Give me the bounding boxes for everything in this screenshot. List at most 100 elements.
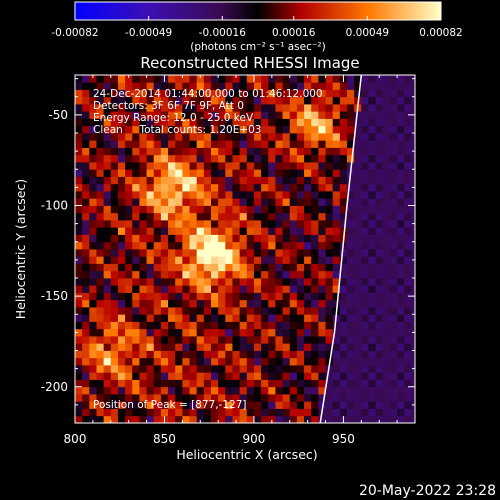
heatmap-cell	[203, 379, 212, 388]
heatmap-cell	[89, 118, 97, 127]
heatmap-cell	[125, 379, 133, 388]
heatmap-cell	[239, 401, 248, 409]
heatmap-cell	[175, 343, 183, 351]
heatmap-cell	[389, 263, 398, 272]
heatmap-cell	[175, 263, 183, 272]
heatmap-cell	[361, 82, 369, 90]
heatmap-cell	[89, 183, 97, 192]
heatmap-cell	[146, 227, 155, 235]
heatmap-cell	[311, 183, 319, 192]
heatmap-cell	[282, 125, 291, 134]
heatmap-cell	[382, 125, 391, 134]
heatmap-cell	[382, 169, 391, 177]
heatmap-cell	[304, 241, 312, 250]
heatmap-cell	[311, 285, 319, 293]
heatmap-cell	[125, 328, 133, 337]
heatmap-cell	[182, 285, 190, 293]
heatmap-cell	[139, 191, 147, 199]
heatmap-cell	[382, 111, 391, 119]
heatmap-cell	[110, 307, 119, 315]
heatmap-cell	[110, 96, 119, 105]
heatmap-cell	[117, 285, 126, 293]
heatmap-cell	[311, 176, 319, 185]
heatmap-cell	[289, 118, 298, 127]
heatmap-cell	[82, 270, 90, 279]
heatmap-cell	[139, 263, 147, 272]
heatmap-cell	[196, 96, 205, 105]
heatmap-cell	[196, 415, 205, 423]
heatmap-cell	[232, 336, 241, 344]
heatmap-cell	[203, 227, 212, 235]
heatmap-cell	[397, 205, 405, 214]
heatmap-cell	[125, 82, 133, 90]
heatmap-cell	[261, 343, 269, 351]
heatmap-cell	[75, 183, 83, 192]
heatmap-cell	[89, 314, 97, 322]
heatmap-cell	[246, 89, 255, 98]
heatmap-cell	[146, 220, 155, 228]
heatmap-cell	[110, 408, 119, 417]
solar-limb-arc	[319, 75, 363, 423]
heatmap-cell	[153, 111, 162, 119]
heatmap-cell	[225, 234, 233, 243]
heatmap-cell	[232, 96, 241, 105]
heatmap-cell	[232, 212, 241, 221]
heatmap-cell	[253, 314, 262, 322]
heatmap-cell	[318, 162, 326, 170]
heatmap-cell	[253, 125, 262, 134]
heatmap-cell	[253, 401, 262, 409]
heatmap-cell	[325, 154, 334, 163]
heatmap-cell	[103, 227, 112, 235]
heatmap-cell	[182, 125, 190, 134]
heatmap-cell	[125, 140, 133, 148]
heatmap-cell	[339, 285, 348, 293]
heatmap-cell	[296, 227, 305, 235]
heatmap-cell	[117, 133, 126, 141]
heatmap-cell	[332, 408, 341, 417]
heatmap-cell	[232, 205, 241, 214]
heatmap-cell	[311, 314, 319, 322]
heatmap-cell	[325, 379, 334, 388]
heatmap-cell	[196, 357, 205, 366]
heatmap-cell	[110, 314, 119, 322]
heatmap-cell	[125, 96, 133, 105]
heatmap-cell	[132, 191, 140, 199]
heatmap-cell	[397, 394, 405, 402]
heatmap-cell	[332, 212, 341, 221]
heatmap-cell	[296, 249, 305, 257]
heatmap-cell	[239, 89, 248, 98]
heatmap-cell	[89, 227, 97, 235]
heatmap-cell	[82, 118, 90, 127]
heatmap-cell	[239, 154, 248, 163]
heatmap-cell	[139, 256, 147, 264]
heatmap-cell	[389, 227, 398, 235]
heatmap-cell	[189, 82, 198, 90]
heatmap-cell	[189, 162, 198, 170]
heatmap-cell	[117, 140, 126, 148]
heatmap-cell	[332, 241, 341, 250]
heatmap-cell	[153, 343, 162, 351]
heatmap-cell	[325, 350, 334, 359]
heatmap-cell	[225, 328, 233, 337]
footer-date: 20-May-2022 23:28	[359, 483, 496, 499]
heatmap-cell	[175, 169, 183, 177]
heatmap-cell	[103, 205, 112, 214]
heatmap-cell	[382, 292, 391, 301]
heatmap-cell	[275, 328, 283, 337]
heatmap-cell	[347, 176, 355, 185]
heatmap-cell	[375, 249, 384, 257]
heatmap-cell	[232, 183, 241, 192]
heatmap-cell	[261, 394, 269, 402]
heatmap-cell	[239, 386, 248, 395]
heatmap-cell	[75, 234, 83, 243]
heatmap-cell	[96, 263, 105, 272]
heatmap-cell	[160, 343, 169, 351]
heatmap-cell	[375, 386, 384, 395]
heatmap-cell	[296, 198, 305, 206]
heatmap-cell	[146, 343, 155, 351]
heatmap-cell	[160, 104, 169, 112]
heatmap-cell	[153, 394, 162, 402]
heatmap-cell	[168, 292, 176, 301]
heatmap-cell	[110, 75, 119, 83]
heatmap-cell	[153, 386, 162, 395]
